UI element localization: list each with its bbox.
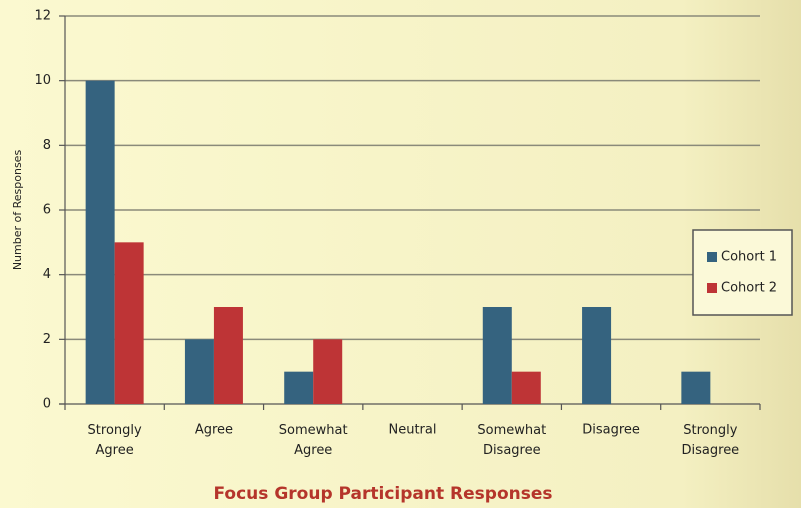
bar (213, 307, 243, 404)
y-tick-label: 8 (43, 138, 51, 153)
y-tick-label: 2 (43, 332, 51, 347)
y-axis-title: Number of Responses (11, 150, 24, 271)
legend-swatch (707, 252, 717, 262)
legend-label: Cohort 2 (721, 281, 777, 296)
bar (511, 371, 541, 404)
bar (482, 307, 512, 404)
x-tick-label: Somewhat Agree (279, 423, 348, 458)
bar (284, 371, 314, 404)
x-tick-label: Disagree (582, 423, 640, 438)
x-axis-title: Focus Group Participant Responses (214, 484, 553, 504)
legend-box (692, 229, 793, 316)
x-tick-label: Strongly Disagree (682, 423, 740, 458)
y-tick-label: 4 (43, 267, 51, 282)
x-tick-label: Strongly Agree (88, 423, 142, 458)
y-tick-label: 12 (34, 9, 51, 24)
bar (114, 242, 144, 404)
bar (184, 339, 214, 404)
legend-label: Cohort 1 (721, 250, 777, 265)
bar (681, 371, 711, 404)
y-tick-label: 6 (43, 203, 51, 218)
legend-swatch (707, 283, 717, 293)
y-tick-label: 10 (34, 73, 51, 88)
x-tick-label: Agree (195, 423, 233, 438)
bar (313, 339, 343, 404)
y-tick-label: 0 (43, 397, 51, 412)
x-tick-label: Neutral (389, 423, 437, 438)
bar (85, 80, 115, 405)
bar (582, 307, 612, 404)
x-tick-label: Somewhat Disagree (477, 423, 546, 458)
